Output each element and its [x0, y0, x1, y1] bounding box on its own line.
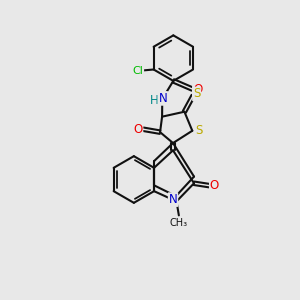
Text: O: O — [193, 82, 202, 95]
Text: N: N — [169, 193, 177, 206]
Text: S: S — [195, 124, 202, 137]
Text: Cl: Cl — [132, 66, 143, 76]
Text: CH₃: CH₃ — [170, 218, 188, 228]
Text: O: O — [210, 179, 219, 192]
Text: H: H — [150, 94, 159, 107]
Text: O: O — [133, 123, 142, 136]
Text: S: S — [193, 87, 200, 101]
Text: N: N — [158, 92, 167, 105]
